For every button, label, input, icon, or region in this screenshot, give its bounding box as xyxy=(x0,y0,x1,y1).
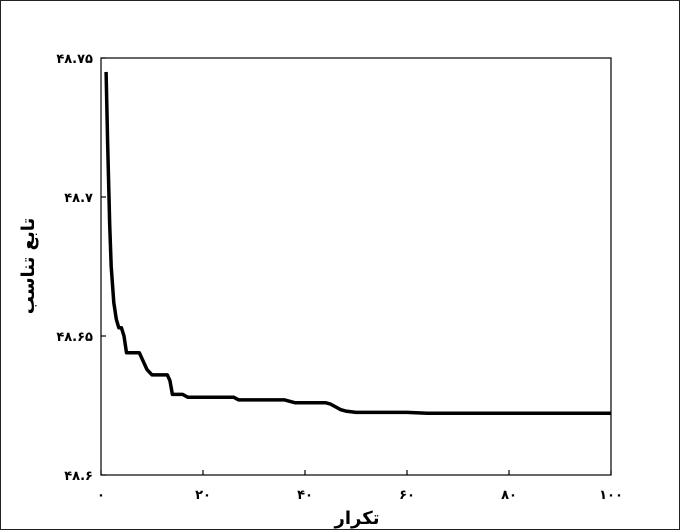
y-tick-label: ۴۸.۷۵ xyxy=(56,52,93,67)
plot-area xyxy=(100,57,612,476)
x-tick-label: ۱۰۰ xyxy=(599,488,623,503)
y-tick-label: ۴۸.۷ xyxy=(64,191,93,206)
y-axis: ۴۸.۶ ۴۸.۶۵ ۴۸.۷ ۴۸.۷۵ xyxy=(56,52,106,484)
x-tick-label: ۴۰ xyxy=(297,488,313,503)
x-tick-label: ۲۰ xyxy=(195,488,211,503)
x-tick-label: ۰ xyxy=(97,488,105,503)
series-line xyxy=(104,71,611,416)
x-axis: ۰ ۲۰ ۴۰ ۶۰ ۸۰ ۱۰۰ xyxy=(97,470,623,503)
y-axis-label: تابع تناسب xyxy=(18,218,39,314)
plot-border xyxy=(100,57,612,476)
y-tick-label: ۴۸.۶ xyxy=(64,469,93,484)
x-tick-label: ۶۰ xyxy=(399,488,415,503)
x-tick-label: ۸۰ xyxy=(501,488,517,503)
x-axis-label: تکرار xyxy=(334,508,380,529)
y-tick-label: ۴۸.۶۵ xyxy=(56,330,93,345)
